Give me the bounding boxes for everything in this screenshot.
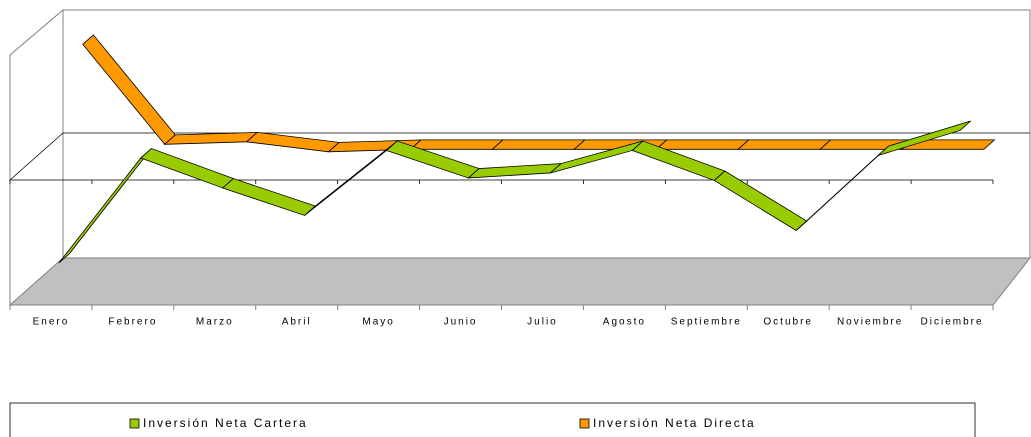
x-tick-label: Septiembre [671, 317, 742, 328]
legend-swatch [129, 418, 140, 429]
ribbon-segment [163, 131, 259, 145]
ribbon-segment [409, 139, 504, 150]
legend-label: Inversión Neta Directa [593, 416, 756, 430]
x-tick-label: Enero [33, 317, 70, 328]
back-wall [63, 9, 1031, 258]
x-tick-label: Abril [282, 317, 312, 328]
legend-swatch [579, 418, 590, 429]
ribbon-segment [304, 140, 398, 216]
ribbon-segment [655, 139, 750, 150]
ribbon-segment [245, 131, 341, 153]
ribbon-segment [140, 148, 235, 189]
x-tick-label: Octubre [763, 317, 813, 328]
floor [8, 257, 1031, 306]
ribbon-segment [221, 178, 317, 216]
zero-line-side [9, 132, 64, 181]
x-tick-label: Junio [444, 317, 478, 328]
ribbon-segment [82, 34, 176, 145]
plot [9, 34, 1030, 310]
ribbon-segment [491, 139, 586, 150]
x-tick-label: Mayo [362, 317, 394, 328]
x-tick-label: Diciembre [921, 317, 984, 328]
ribbon-segment [58, 148, 152, 264]
legend [9, 402, 976, 437]
x-tick-label: Febrero [108, 317, 157, 328]
x-tick-label: Julio [527, 317, 558, 328]
ribbon-segment [795, 145, 889, 231]
legend-label: Inversión Neta Cartera [143, 416, 308, 430]
x-tick-label: Marzo [196, 317, 234, 328]
x-tick-label: Agosto [603, 317, 646, 328]
ribbon-segment [737, 139, 832, 150]
x-tick-label: Noviembre [837, 317, 903, 328]
ribbon-segment [877, 120, 971, 156]
side-wall [9, 8, 64, 305]
legend-items: Inversión Neta Cartera Inversión Neta Dir… [129, 416, 756, 430]
ribbon-segment [467, 163, 563, 179]
